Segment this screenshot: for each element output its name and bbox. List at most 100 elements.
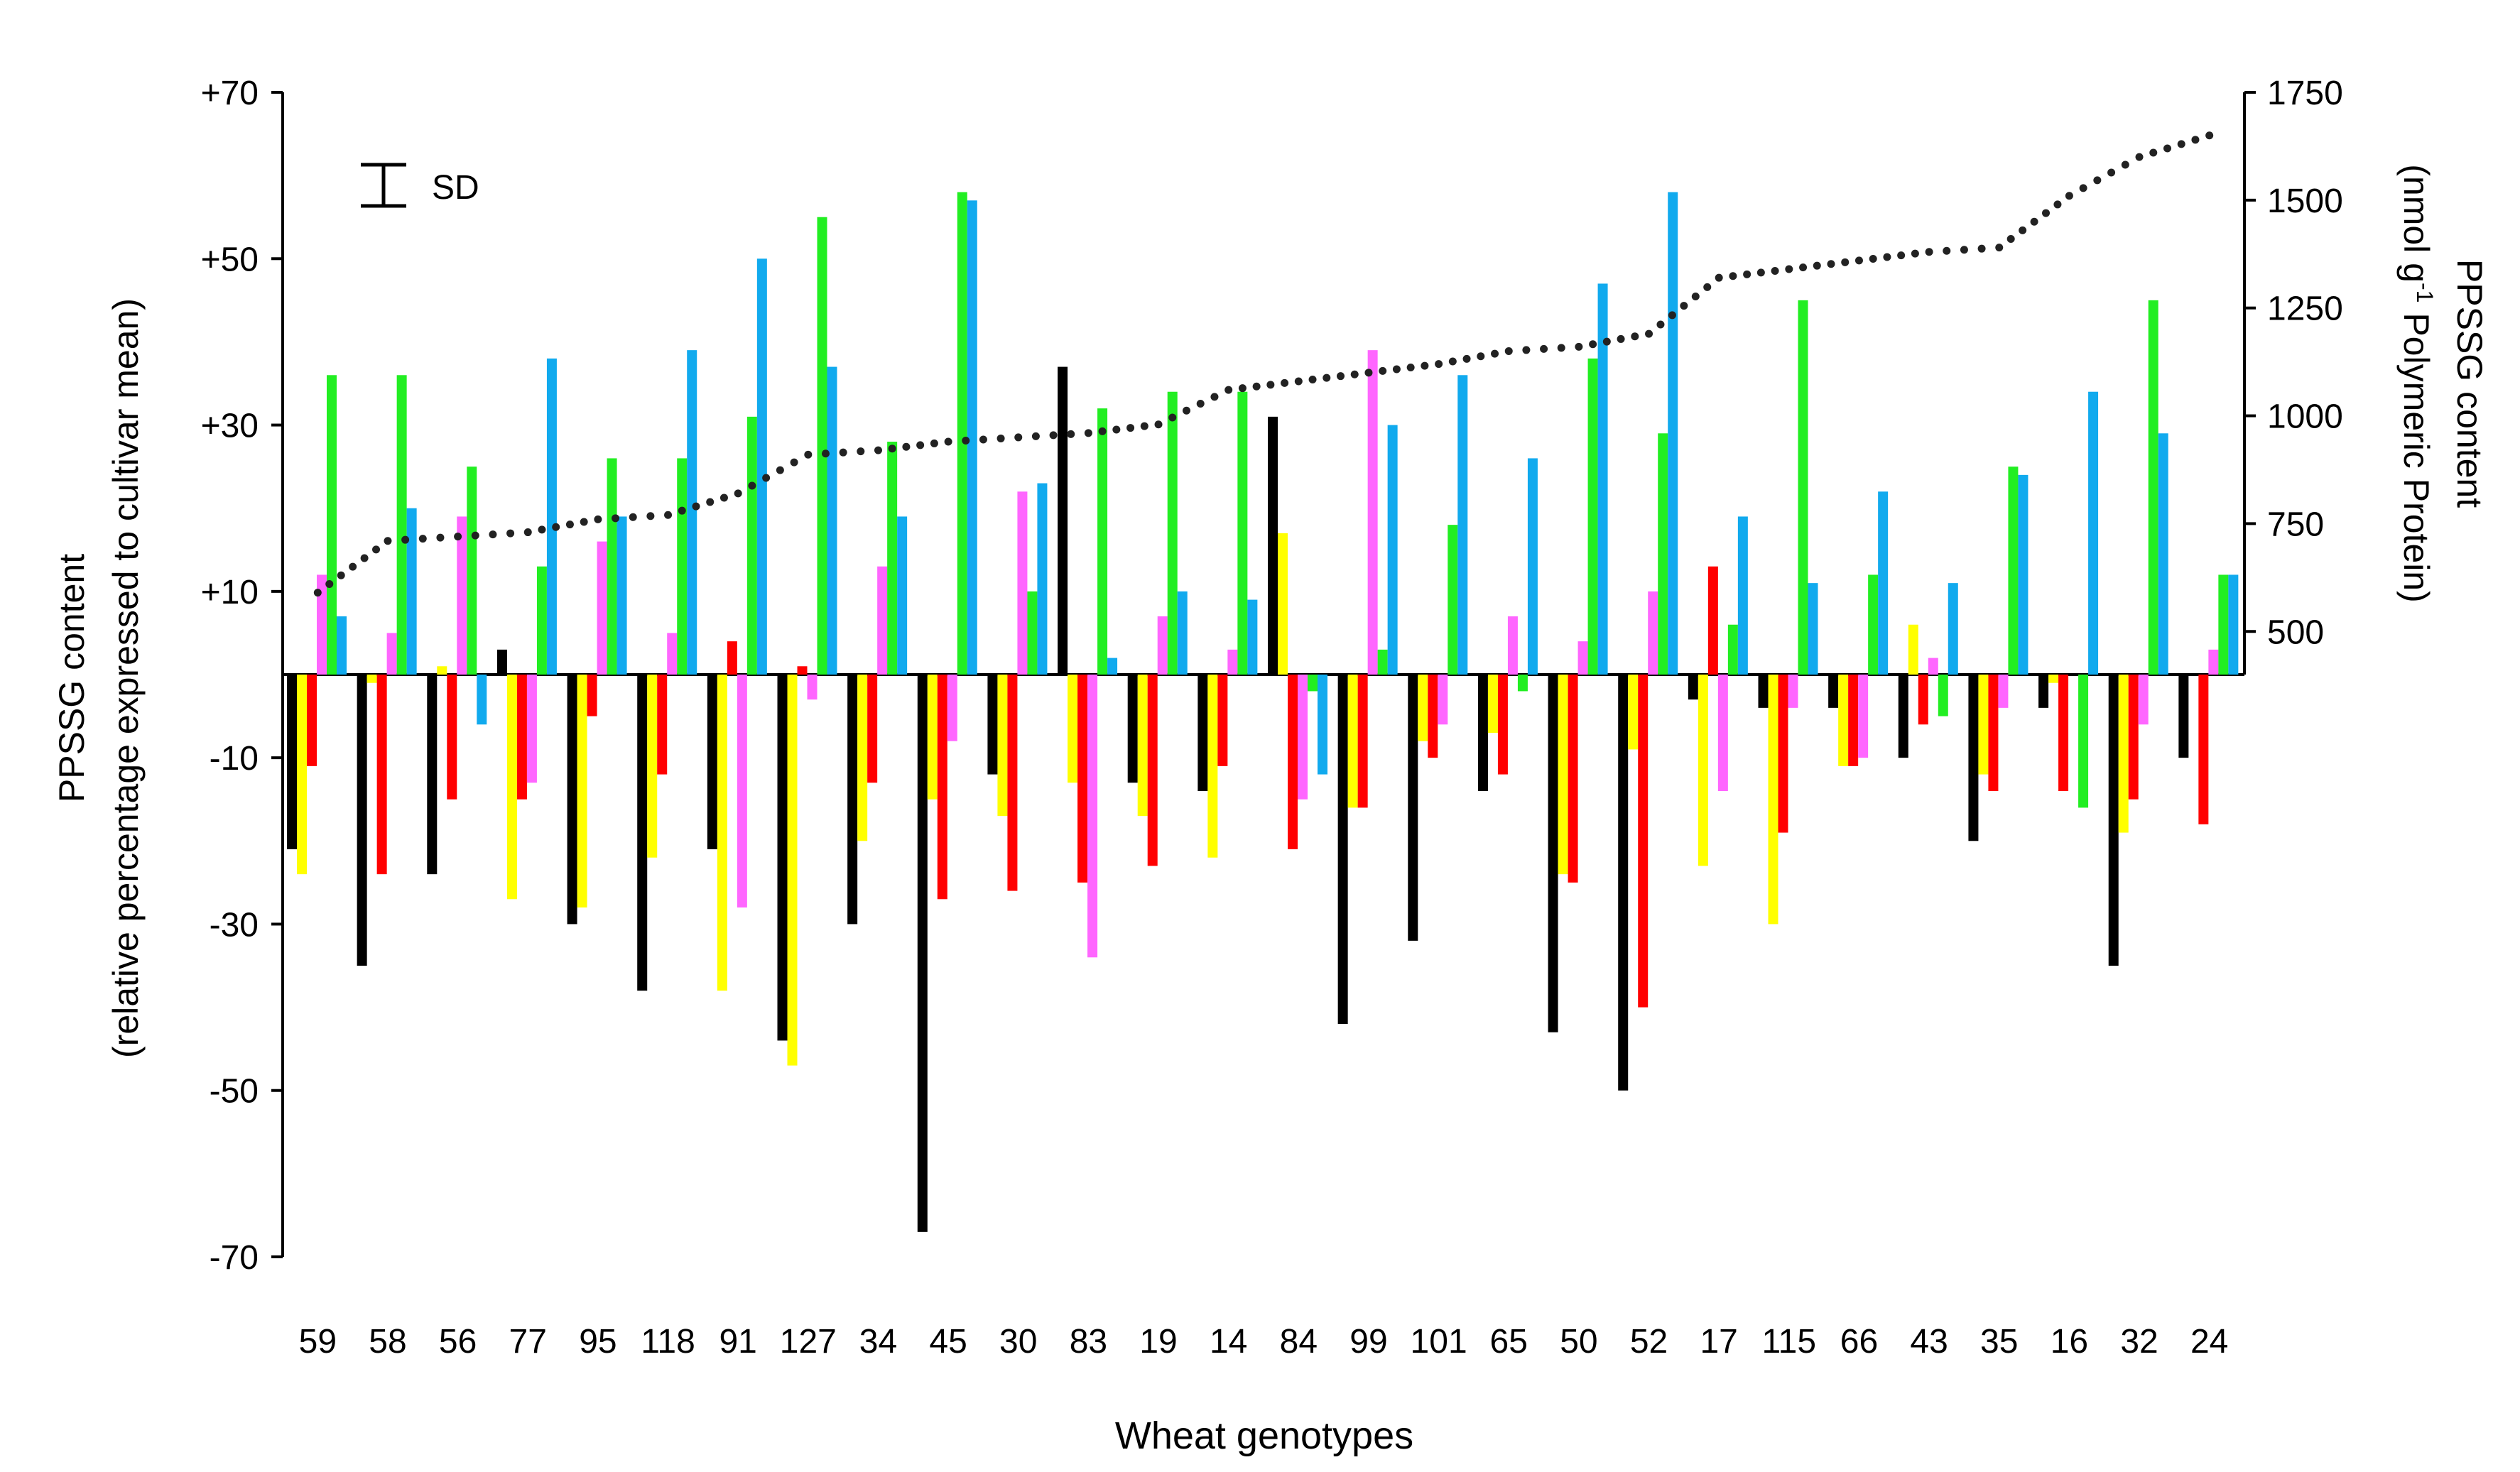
bar [2108,675,2119,966]
bar [887,442,898,675]
bar [1848,675,1859,766]
bar [526,675,537,783]
bar [1707,566,1718,675]
bar [1988,675,1999,791]
bar [727,641,737,675]
bar [1197,675,1208,791]
bar [2208,649,2219,675]
x-tick-label: 65 [1490,1323,1528,1361]
line-dot [1491,349,1499,358]
line-dot [719,494,728,502]
bar [1668,192,1678,675]
bar [1058,366,1068,675]
x-tick-label: 24 [2190,1323,2228,1361]
bar [437,666,447,675]
bar [1367,350,1378,675]
bar [1497,675,1508,775]
line-dot [1392,365,1401,374]
left-y-tick-label: -30 [210,906,259,944]
bar [337,616,347,675]
line-dot [1977,244,1986,253]
line-dot [565,520,574,529]
line-dot [1168,413,1177,422]
bar [2158,433,2168,675]
bar [516,675,527,800]
bar [797,666,808,675]
line-dot [1813,261,1821,270]
bar [1298,675,1308,800]
x-tick-label: 34 [859,1323,897,1361]
bar [1648,591,1658,675]
bar [1127,675,1138,783]
line-dot [1379,366,1387,375]
left-y-tick-label: +50 [201,241,259,278]
line-dot [506,529,515,538]
bar [1027,591,1038,675]
line-dot [2177,140,2185,148]
bar [1878,491,1889,675]
x-tick-label: 59 [299,1323,337,1361]
x-tick-label: 83 [1070,1323,1107,1361]
x-axis-title: Wheat genotypes [1115,1414,1413,1457]
x-tick-label: 32 [2120,1323,2158,1361]
bar [577,675,587,907]
line-dot [1182,406,1190,415]
bar [1918,675,1928,725]
x-tick-label: 115 [1762,1323,1817,1361]
bar [427,675,438,875]
bar [2148,300,2158,675]
bar [1097,408,1108,675]
bar [1377,649,1388,675]
bar [1477,675,1488,791]
bar [1638,675,1649,1008]
bar [1548,675,1558,1032]
sd-legend: SD [361,163,479,208]
bar [1268,416,1278,675]
bar [396,375,407,675]
line-dot [1785,265,1793,273]
bar [1337,675,1348,1024]
line-dot [1897,251,1906,260]
bar [647,675,658,858]
bar [1898,675,1908,758]
line-dot [1645,329,1653,338]
bar [1347,675,1358,808]
x-tick-label: 95 [579,1323,617,1361]
bar [1808,583,1818,675]
line-dot [1925,248,1933,256]
line-dot [1308,376,1317,384]
line-dot [1799,263,1808,272]
line-dot [594,515,602,523]
bar [1628,675,1639,750]
bar [567,675,577,925]
x-tick-label: 101 [1411,1323,1467,1361]
bar [927,675,938,800]
line-dot [2107,168,2116,177]
bar [987,675,998,775]
line-dot [776,466,784,474]
left-y-tick-label: -50 [210,1073,259,1111]
line-dot [384,537,392,545]
bar [1418,675,1428,741]
bar [2018,474,2029,675]
bar [1758,675,1769,708]
bar [297,675,307,875]
line-dot [706,498,715,506]
bar [1968,675,1979,841]
bar [807,675,818,700]
x-tick-label: 118 [641,1323,695,1361]
bar [1828,675,1839,708]
bar [366,675,377,683]
bar [1778,675,1788,833]
bar [1938,675,1948,716]
line-dot [2149,148,2158,157]
bar [777,675,788,1041]
right-y-axis-title-line1: PPSSG content [2450,259,2489,508]
line-dot [552,523,560,531]
bar [737,675,747,907]
bar [1288,675,1298,849]
bar [827,366,837,675]
bar [817,217,827,675]
x-tick-label: 58 [369,1323,406,1361]
x-tick-label: 17 [1700,1323,1737,1361]
